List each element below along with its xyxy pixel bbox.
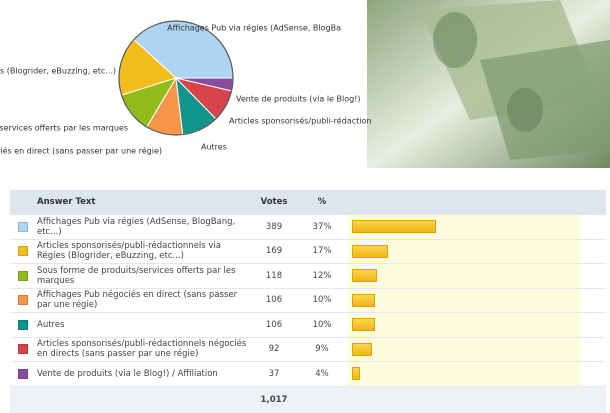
votes: 92 [268, 344, 280, 355]
answer-text: Affichages Pub négociés en direct (sans … [37, 290, 238, 311]
bar [352, 367, 360, 381]
pie-label: its/services offerts par les marques [0, 124, 128, 133]
header-row: Answer Text Votes % [10, 190, 606, 215]
table-row: Affichages Pub via régies (AdSense, Blog… [10, 215, 606, 240]
bar-cell [348, 337, 580, 361]
swatch [18, 221, 28, 232]
footer-row: 1,017 [10, 386, 606, 413]
table-row: Autres 106 10% [10, 313, 606, 338]
answer-text: Sous forme de produits/services offerts … [37, 265, 236, 286]
percent: 17% [312, 246, 332, 257]
percent: 37% [312, 221, 332, 232]
header: % [317, 197, 327, 207]
bar [352, 293, 375, 307]
votes: 118 [265, 270, 283, 281]
votes: 106 [265, 319, 283, 330]
swatch [18, 295, 28, 306]
percent: 9% [315, 344, 329, 355]
answer-text: Affichages Pub via régies (AdSense, Blog… [37, 216, 236, 237]
votes: 389 [265, 221, 283, 232]
table-row: Affichages Pub négociés en direct (sans … [10, 288, 606, 313]
table-row: Articles sponsorisés/publi-rédactionnels… [10, 239, 606, 264]
bar [352, 269, 378, 283]
table-row: Vente de produits (via le Blog!) / Affil… [10, 362, 606, 387]
bar-cell [348, 362, 580, 386]
pie-label: régies (Blogrider, eBuzzing, etc...) [0, 66, 116, 76]
votes: 37 [268, 368, 280, 379]
total: 1,017 [260, 394, 288, 405]
swatch [18, 270, 28, 281]
pie-area: Affichages Pub via régies (AdSense, Blog… [0, 0, 610, 168]
table-row: Sous forme de produits/services offerts … [10, 264, 606, 289]
bar-cell [348, 239, 580, 263]
pie-label: Autres [201, 143, 227, 152]
swatch [18, 368, 28, 379]
results-table: Answer Text Votes % Affichages Pub via r… [10, 190, 606, 413]
swatch [18, 246, 28, 257]
pie-label: Affichages Pub via régies (AdSense, Blog… [167, 23, 341, 33]
bar-cell [348, 264, 580, 288]
photo [367, 0, 610, 168]
answer-text: Autres [37, 319, 65, 330]
pie-outline [118, 20, 234, 136]
pie-label: négociés en direct (sans passer par une … [0, 146, 162, 156]
pie-label: Articles sponsorisés/publi-rédaction [229, 116, 371, 126]
header: Votes [260, 197, 288, 207]
answer-text: Articles sponsorisés/publi-rédactionnels… [37, 339, 247, 360]
bar-cell [348, 215, 580, 239]
table-row: Articles sponsorisés/publi-rédactionnels… [10, 337, 606, 362]
percent: 4% [315, 368, 329, 379]
votes: 169 [265, 246, 283, 257]
bar-cell [348, 288, 580, 312]
percent: 10% [312, 319, 332, 330]
swatch [18, 344, 28, 355]
percent: 10% [312, 295, 332, 306]
percent: 12% [312, 270, 332, 281]
bar [352, 342, 372, 356]
answer-text: Vente de produits (via le Blog!) / Affil… [37, 368, 218, 379]
bar [352, 318, 375, 332]
pie-label: Vente de produits (via le Blog!) [236, 95, 361, 104]
votes: 106 [265, 295, 283, 306]
answer-text: Articles sponsorisés/publi-rédactionnels… [37, 241, 222, 262]
swatch [18, 319, 28, 330]
bar [352, 220, 436, 234]
header: Answer Text [37, 197, 96, 207]
bar-cell [348, 313, 580, 337]
bar [352, 244, 389, 258]
pie [118, 20, 234, 136]
